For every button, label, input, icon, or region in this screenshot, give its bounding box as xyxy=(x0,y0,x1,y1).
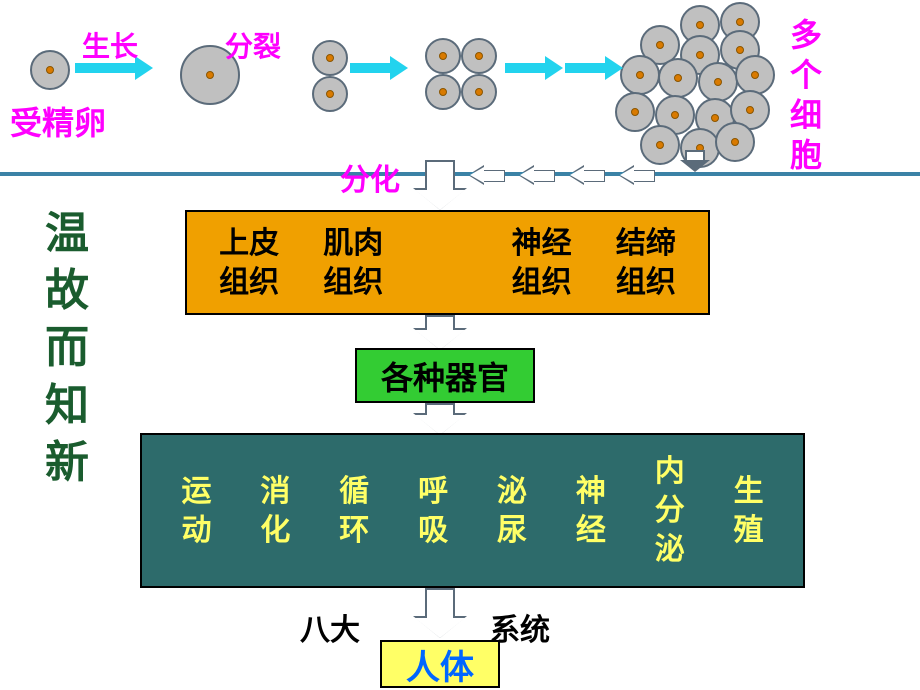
sys-circ: 循环 xyxy=(339,472,369,550)
sys-resp: 呼吸 xyxy=(418,472,448,550)
horizontal-divider xyxy=(0,172,920,176)
cluster-cell xyxy=(658,58,698,98)
tissue-connective: 结缔 组织 xyxy=(616,224,676,302)
tissues-box: 上皮 组织 肌肉 组织 神经 组织 结缔 组织 xyxy=(185,210,710,315)
sys-repro: 生殖 xyxy=(734,472,764,550)
cell-stage1 xyxy=(30,50,70,90)
systems-box: 运动 消化 循环 呼吸 泌尿 神经 内分泌 生殖 xyxy=(140,433,805,588)
label-many-cells: 多 个 细 胞 xyxy=(790,15,822,175)
cell-stage4b xyxy=(461,38,497,74)
cluster-cell xyxy=(640,125,680,165)
cell-stage4d xyxy=(461,74,497,110)
cell-stage4c xyxy=(425,74,461,110)
tissue-muscle: 肌肉 组织 xyxy=(323,224,383,302)
sys-urine: 泌尿 xyxy=(497,472,527,550)
tissue-epithelial: 上皮 组织 xyxy=(219,224,279,302)
cluster-cell xyxy=(620,55,660,95)
label-eight-left: 八大 xyxy=(300,605,360,649)
label-growth: 生长 xyxy=(82,25,138,65)
cluster-cell xyxy=(698,62,738,102)
sys-endo: 内分泌 xyxy=(655,452,685,569)
cell-stage3b xyxy=(312,76,348,112)
cell-stage3a xyxy=(312,40,348,76)
arrow-to-tissues xyxy=(425,160,455,210)
human-body-label: 人体 xyxy=(406,640,474,689)
tissue-nerve: 神经 组织 xyxy=(512,224,572,302)
title-review: 温 故 而 知 新 xyxy=(45,205,89,491)
arrow-to-organs xyxy=(425,315,455,350)
arrow-to-human xyxy=(425,588,455,638)
label-differentiation: 分化 xyxy=(340,155,400,199)
small-arrow-1 xyxy=(620,167,634,183)
sys-movement: 运动 xyxy=(181,472,211,550)
cluster-cell xyxy=(715,122,755,162)
label-fertilized-egg: 受精卵 xyxy=(10,98,106,144)
small-arrow-4 xyxy=(470,167,484,183)
cluster-cell xyxy=(735,55,775,95)
arrow-cluster-down xyxy=(680,150,710,172)
sys-nerve: 神经 xyxy=(576,472,606,550)
small-arrow-2 xyxy=(570,167,584,183)
sys-digest: 消化 xyxy=(260,472,290,550)
organs-label: 各种器官 xyxy=(381,353,509,399)
cell-stage4a xyxy=(425,38,461,74)
arrow-to-systems xyxy=(425,403,455,435)
human-body-box: 人体 xyxy=(380,640,500,688)
label-division: 分裂 xyxy=(225,25,281,65)
cluster-cell xyxy=(615,92,655,132)
organs-box: 各种器官 xyxy=(355,348,535,403)
small-arrow-3 xyxy=(520,167,534,183)
